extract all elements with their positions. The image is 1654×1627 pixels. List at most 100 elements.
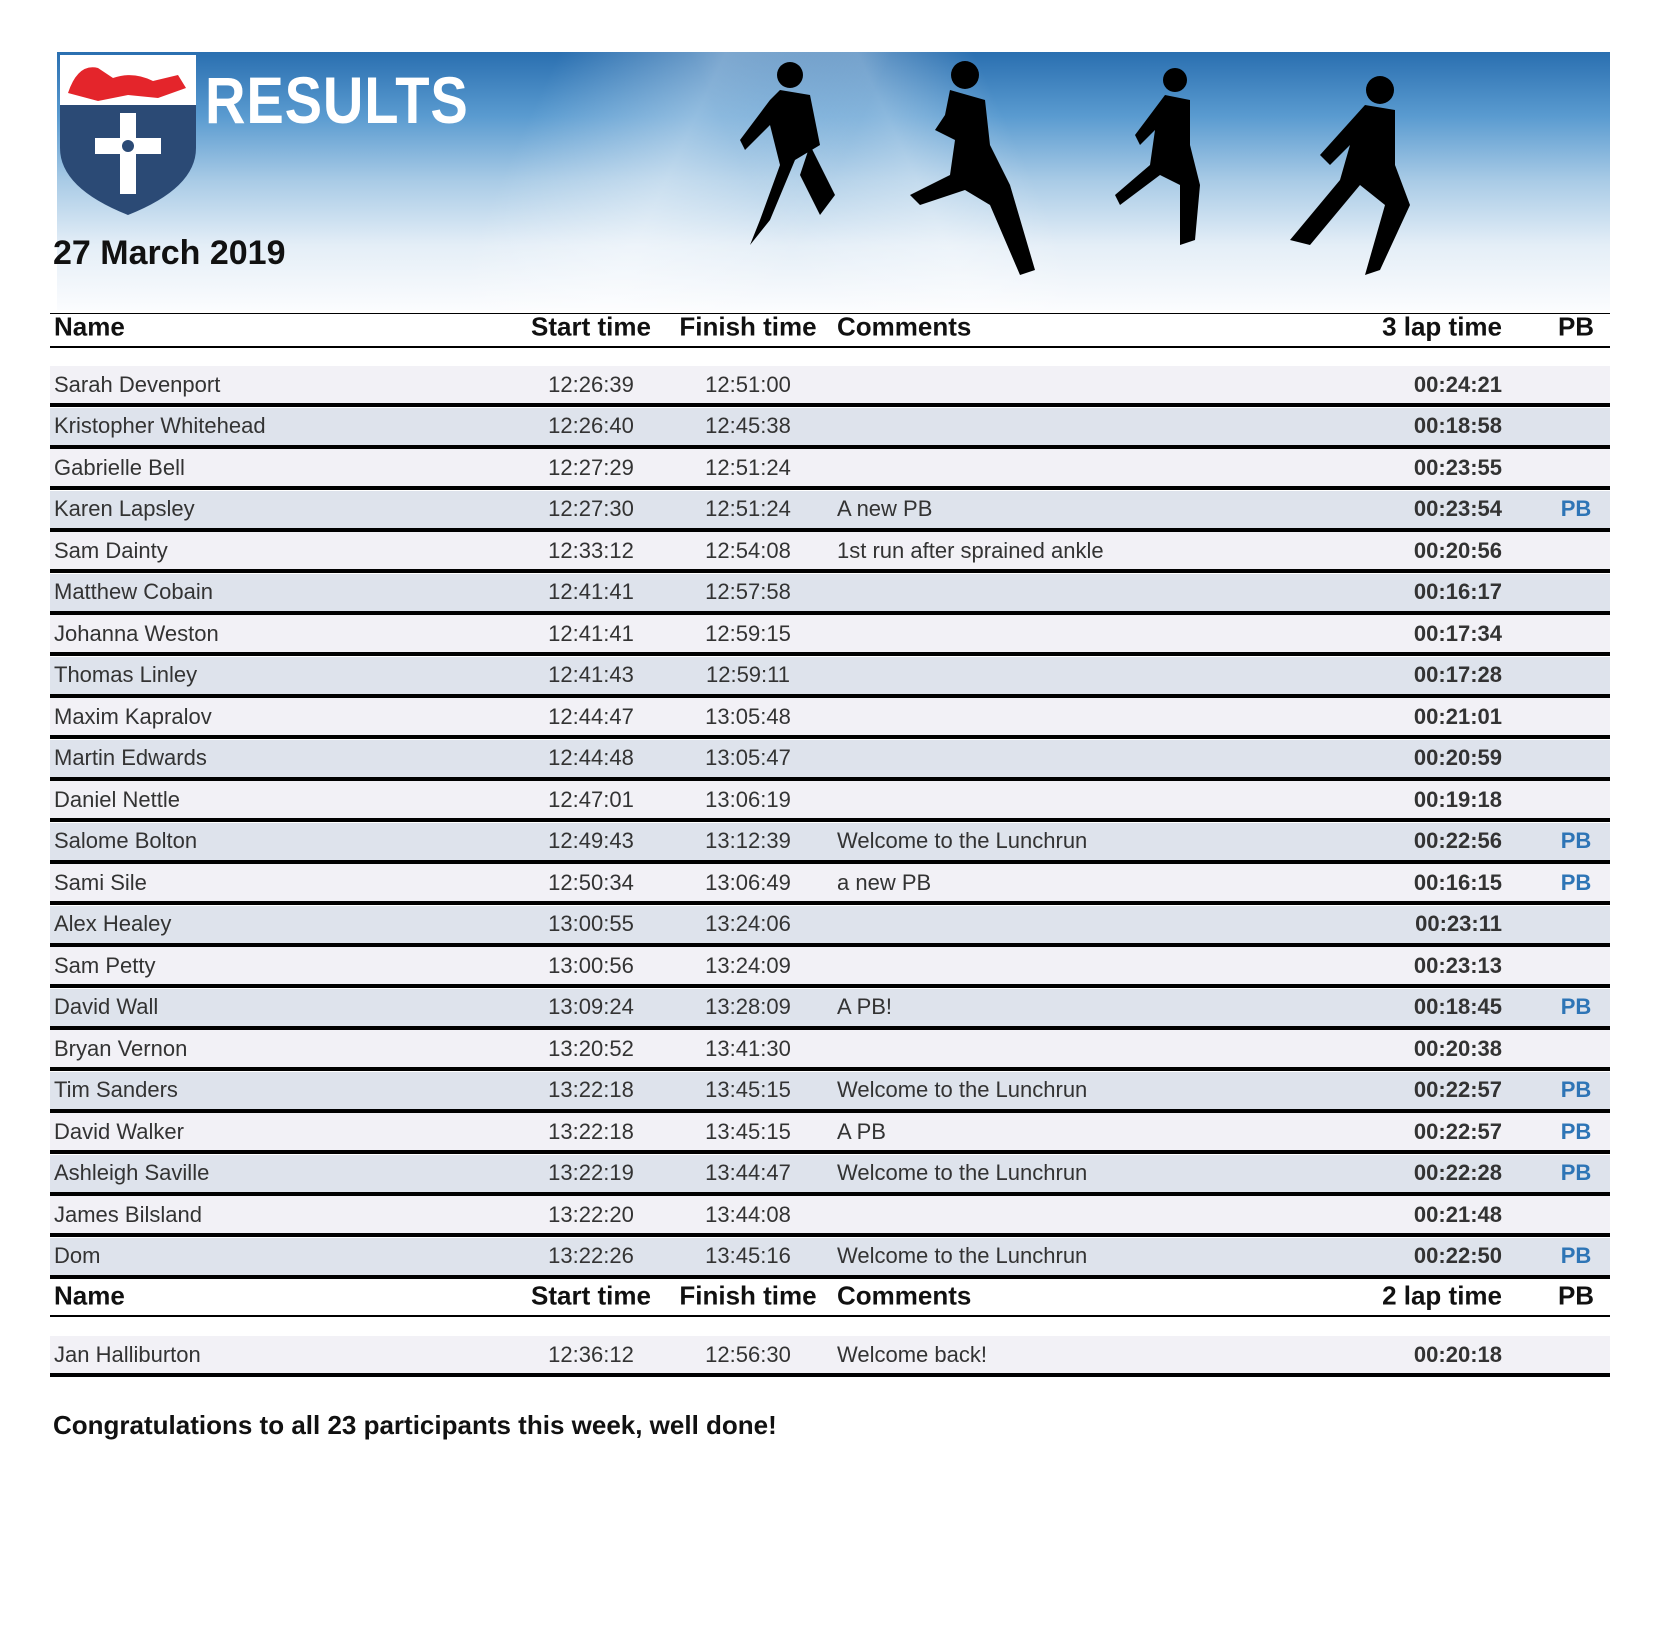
cell-lap-time: 00:22:28 (1413, 1160, 1502, 1185)
table-row: David Wall 13:09:24 13:28:09 A PB! 00:18:45 P… (50, 988, 1610, 1030)
cell-start-time: 12:33:12 (548, 537, 634, 563)
cell-comments: Welcome to the Lunchrun (837, 1160, 1088, 1185)
cell-start-time: 12:26:39 (548, 371, 634, 397)
cell-finish-time: 12:54:08 (705, 537, 791, 563)
cell-start-time: 13:22:19 (548, 1160, 634, 1185)
cell-pb-badge: PB (1560, 828, 1592, 853)
table-row: Sam Dainty 12:33:12 12:54:08 1st run after … (50, 532, 1610, 573)
cell-name: Karen Lapsley (54, 496, 195, 521)
cell-start-time: 12:36:12 (548, 1341, 634, 1367)
cell-finish-time: 12:45:38 (705, 413, 791, 438)
cell-name: Ashleigh Saville (54, 1160, 210, 1185)
col-name: Name (54, 311, 125, 342)
cell-start-time: 12:41:41 (548, 620, 634, 646)
cell-name: Gabrielle Bell (54, 454, 185, 480)
cell-finish-time: 13:06:49 (705, 869, 791, 895)
cell-pb-badge: PB (1560, 1243, 1592, 1268)
cell-start-time: 13:00:55 (548, 911, 634, 936)
col-finish: Finish time (679, 311, 817, 342)
table-row: James Bilsland 13:22:20 13:44:08 00:21:48 (50, 1196, 1610, 1237)
table-row: Thomas Linley 12:41:43 12:59:11 00:17:28 (50, 656, 1610, 698)
cell-name: Johanna Weston (54, 620, 219, 646)
results-date: 27 March 2019 (53, 234, 286, 272)
cell-name: Sam Dainty (54, 537, 168, 563)
cell-lap-time: 00:20:59 (1413, 745, 1502, 770)
table-row: Ashleigh Saville 13:22:19 13:44:47 Welcome … (50, 1154, 1610, 1196)
cell-name: David Walker (54, 1118, 184, 1144)
cell-start-time: 12:49:43 (548, 828, 634, 853)
cell-lap-time: 00:16:15 (1413, 869, 1502, 895)
cell-comments: A PB (837, 1118, 886, 1144)
cell-name: Jan Halliburton (54, 1341, 201, 1367)
col-comments: Comments (837, 311, 972, 342)
table-row: Salome Bolton 12:49:43 13:12:39 Welcome to … (50, 822, 1610, 864)
cell-finish-time: 12:59:15 (705, 620, 791, 646)
col-comments: Comments (837, 1280, 972, 1311)
cell-lap-time: 00:22:50 (1413, 1243, 1502, 1268)
table-row: Johanna Weston 12:41:41 12:59:15 00:17:34 (50, 615, 1610, 656)
table-row: Sarah Devenport 12:26:39 12:51:00 00:24:21 (50, 366, 1610, 407)
cell-pb-badge: PB (1560, 994, 1592, 1019)
cell-start-time: 13:22:18 (548, 1118, 634, 1144)
runner-silhouettes-image (740, 61, 1410, 275)
table-row: Sam Petty 13:00:56 13:24:09 00:23:13 (50, 947, 1610, 988)
col-start: Start time (531, 311, 651, 342)
cell-finish-time: 13:45:15 (705, 1077, 791, 1102)
col-finish: Finish time (679, 1280, 817, 1311)
cell-start-time: 13:00:56 (548, 952, 634, 978)
cell-finish-time: 12:51:24 (705, 454, 791, 480)
cell-finish-time: 12:51:00 (705, 371, 791, 397)
table-row: Sami Sile 12:50:34 13:06:49 a new PB 00:16:1… (50, 864, 1610, 905)
table-row: Kristopher Whitehead 12:26:40 12:45:38 00:1… (50, 407, 1610, 449)
cell-pb-badge: PB (1560, 869, 1592, 895)
cell-lap-time: 00:23:54 (1413, 496, 1502, 521)
cell-lap-time: 00:21:01 (1413, 703, 1502, 729)
cell-start-time: 13:22:20 (548, 1201, 634, 1227)
cell-finish-time: 13:06:19 (705, 786, 791, 812)
cell-lap-time: 00:22:57 (1413, 1077, 1502, 1102)
cell-finish-time: 13:12:39 (705, 828, 791, 853)
cell-comments: Welcome to the Lunchrun (837, 1243, 1088, 1268)
cell-lap-time: 00:20:38 (1413, 1035, 1502, 1061)
cell-name: Daniel Nettle (54, 786, 180, 812)
table-row: Martin Edwards 12:44:48 13:05:47 00:20:59 (50, 739, 1610, 781)
cell-name: David Wall (54, 994, 159, 1019)
col-lap: 2 lap time (1382, 1280, 1502, 1311)
cell-finish-time: 13:05:47 (705, 745, 791, 770)
cell-finish-time: 13:28:09 (705, 994, 791, 1019)
cell-finish-time: 13:44:08 (705, 1201, 791, 1227)
cell-finish-time: 12:51:24 (705, 496, 791, 521)
cell-start-time: 12:50:34 (548, 869, 634, 895)
cell-lap-time: 00:17:28 (1413, 662, 1502, 687)
cell-start-time: 12:41:41 (548, 579, 634, 604)
cell-start-time: 13:22:26 (548, 1243, 634, 1268)
table-row: Maxim Kapralov 12:44:47 13:05:48 00:21:01 (50, 698, 1610, 739)
cell-lap-time: 00:23:11 (1415, 911, 1502, 936)
cell-start-time: 13:20:52 (548, 1035, 634, 1061)
cell-lap-time: 00:23:55 (1413, 454, 1502, 480)
cell-name: Dom (54, 1243, 101, 1268)
university-crest-logo (60, 55, 196, 215)
cell-start-time: 13:22:18 (548, 1077, 634, 1102)
cell-finish-time: 13:05:48 (705, 703, 791, 729)
col-pb: PB (1557, 311, 1595, 342)
cell-name: Kristopher Whitehead (54, 413, 266, 438)
cell-name: Alex Healey (54, 911, 172, 936)
cell-pb-badge: PB (1560, 1077, 1592, 1102)
table-row: David Walker 13:22:18 13:45:15 A PB 00:22:57… (50, 1113, 1610, 1154)
table1-header: Name Start time Finish time Comments 3 l… (50, 308, 1610, 348)
table-row: Jan Halliburton 12:36:12 12:56:30 Welcome b… (50, 1336, 1610, 1377)
cell-name: Matthew Cobain (54, 579, 213, 604)
cell-finish-time: 13:24:06 (705, 911, 791, 936)
cell-name: Sami Sile (54, 869, 147, 895)
col-lap: 3 lap time (1382, 311, 1502, 342)
cell-name: James Bilsland (54, 1201, 202, 1227)
table-row: Gabrielle Bell 12:27:29 12:51:24 00:23:55 (50, 449, 1610, 490)
congratulations-message: Congratulations to all 23 participants t… (53, 1410, 777, 1440)
cell-lap-time: 00:19:18 (1413, 786, 1502, 812)
cell-name: Thomas Linley (54, 662, 198, 687)
cell-name: Salome Bolton (54, 828, 198, 853)
cell-name: Sam Petty (54, 952, 156, 978)
cell-finish-time: 13:44:47 (705, 1160, 791, 1185)
table-row: Bryan Vernon 13:20:52 13:41:30 00:20:38 (50, 1030, 1610, 1071)
